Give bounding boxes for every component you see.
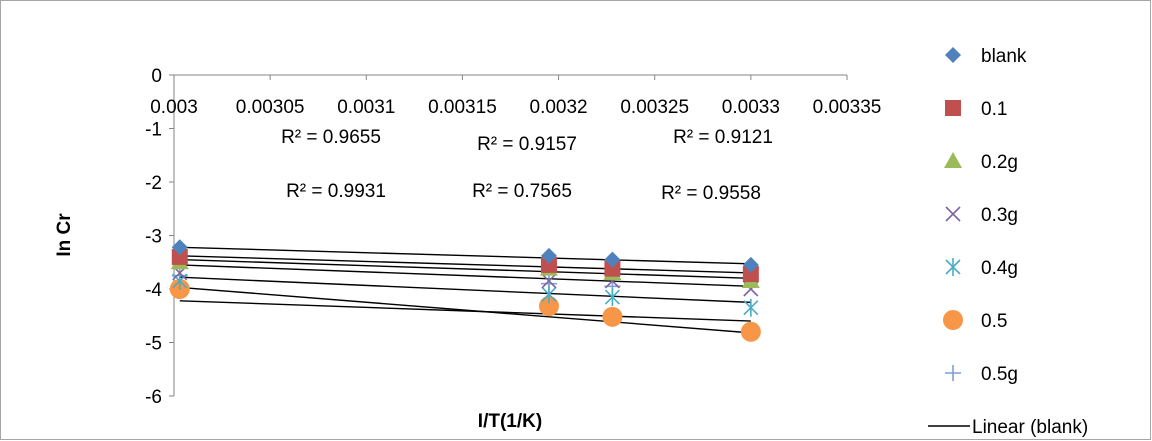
data-point-01	[742, 266, 759, 283]
x-tick-label: 0.00335	[813, 97, 882, 118]
legend-marker	[945, 365, 961, 381]
y-tick-label: -6	[145, 387, 162, 408]
legend-marker	[944, 152, 962, 168]
legend-item: 0.1	[945, 99, 1007, 120]
x-tick-label: 0.00325	[620, 97, 689, 118]
y-tick-label: -3	[145, 227, 162, 248]
r-squared-labels: R² = 0.9655 R² = 0.9157 R² = 0.9121 R² = 0.…	[281, 127, 773, 204]
data-point-blank	[604, 251, 621, 268]
x-axis-title: I/T(1/K)	[478, 411, 542, 432]
r-squared-label: R² = 0.9558	[661, 183, 761, 204]
data-point-04g	[541, 285, 557, 304]
data-point-05	[740, 321, 761, 342]
legend-item: 0.3g	[945, 205, 1018, 226]
y-tick-label: -2	[145, 173, 162, 194]
r-squared-label: R² = 0.7565	[472, 181, 572, 202]
legend-marker	[943, 310, 963, 330]
legend-label: 0.2g	[981, 152, 1018, 173]
legend-label: 0.4g	[981, 258, 1018, 279]
trendline	[179, 276, 751, 304]
legend: blank 0.1 0.2g 0.3g 0.4g 0.5 0.5g Linear (blank…	[928, 46, 1088, 438]
x-tick-label: 0.00315	[428, 97, 497, 118]
axes: 0 -1 -2 -3 -4 -5 -6 0.003 0.00305 0.0031 0.00315 0.…	[145, 66, 881, 408]
data-markers	[169, 239, 761, 342]
x-tick-label: 0.0031	[337, 97, 395, 118]
legend-label: blank	[981, 46, 1027, 67]
data-point-03g	[541, 273, 557, 289]
trendline	[179, 246, 751, 265]
legend-marker	[945, 206, 961, 222]
y-tick-label: -4	[145, 280, 162, 301]
legend-marker	[945, 47, 961, 63]
trendline	[179, 255, 751, 274]
data-point-blank	[742, 256, 759, 273]
trendline	[179, 264, 751, 288]
legend-label: Linear (blank)	[972, 417, 1088, 438]
legend-item: 0.2g	[944, 152, 1018, 173]
x-tick-label: 0.0033	[722, 97, 780, 118]
data-point-04g	[743, 298, 759, 317]
trendline	[179, 300, 751, 322]
trendlines	[179, 246, 751, 334]
y-axis-title: In Cr	[54, 213, 75, 257]
x-tick-label: 0.00305	[236, 97, 305, 118]
x-tick-label: 0.003	[150, 97, 198, 118]
legend-label: 0.1	[981, 99, 1007, 120]
legend-item-linear: Linear (blank)	[928, 417, 1088, 438]
legend-item: 0.4g	[945, 258, 1018, 279]
data-point-05	[538, 296, 559, 317]
r-squared-label: R² = 0.9931	[286, 181, 386, 202]
data-point-blank	[540, 247, 557, 264]
legend-marker	[945, 258, 961, 276]
legend-label: 0.5	[981, 311, 1007, 332]
data-point-05	[602, 306, 623, 327]
x-tick-label: 0.0032	[530, 97, 588, 118]
trendline	[179, 286, 751, 334]
legend-item: blank	[945, 46, 1027, 67]
data-point-04g	[172, 271, 188, 290]
r-squared-label: R² = 0.9121	[673, 127, 773, 148]
y-tick-label: 0	[151, 66, 162, 87]
r-squared-label: R² = 0.9655	[281, 127, 381, 148]
legend-label: 0.5g	[981, 364, 1018, 385]
data-point-01	[540, 256, 557, 273]
data-point-04g	[604, 288, 620, 307]
y-tick-label: -1	[145, 120, 162, 141]
legend-marker	[945, 100, 961, 116]
data-point-01	[604, 260, 621, 277]
data-point-01	[171, 248, 188, 265]
trendline	[179, 258, 751, 279]
r-squared-label: R² = 0.9157	[477, 134, 577, 155]
legend-item: 0.5	[943, 310, 1007, 332]
data-point-blank	[171, 239, 188, 256]
legend-item: 0.5g	[945, 364, 1018, 385]
legend-label: 0.3g	[981, 205, 1018, 226]
y-tick-label: -5	[145, 334, 162, 355]
